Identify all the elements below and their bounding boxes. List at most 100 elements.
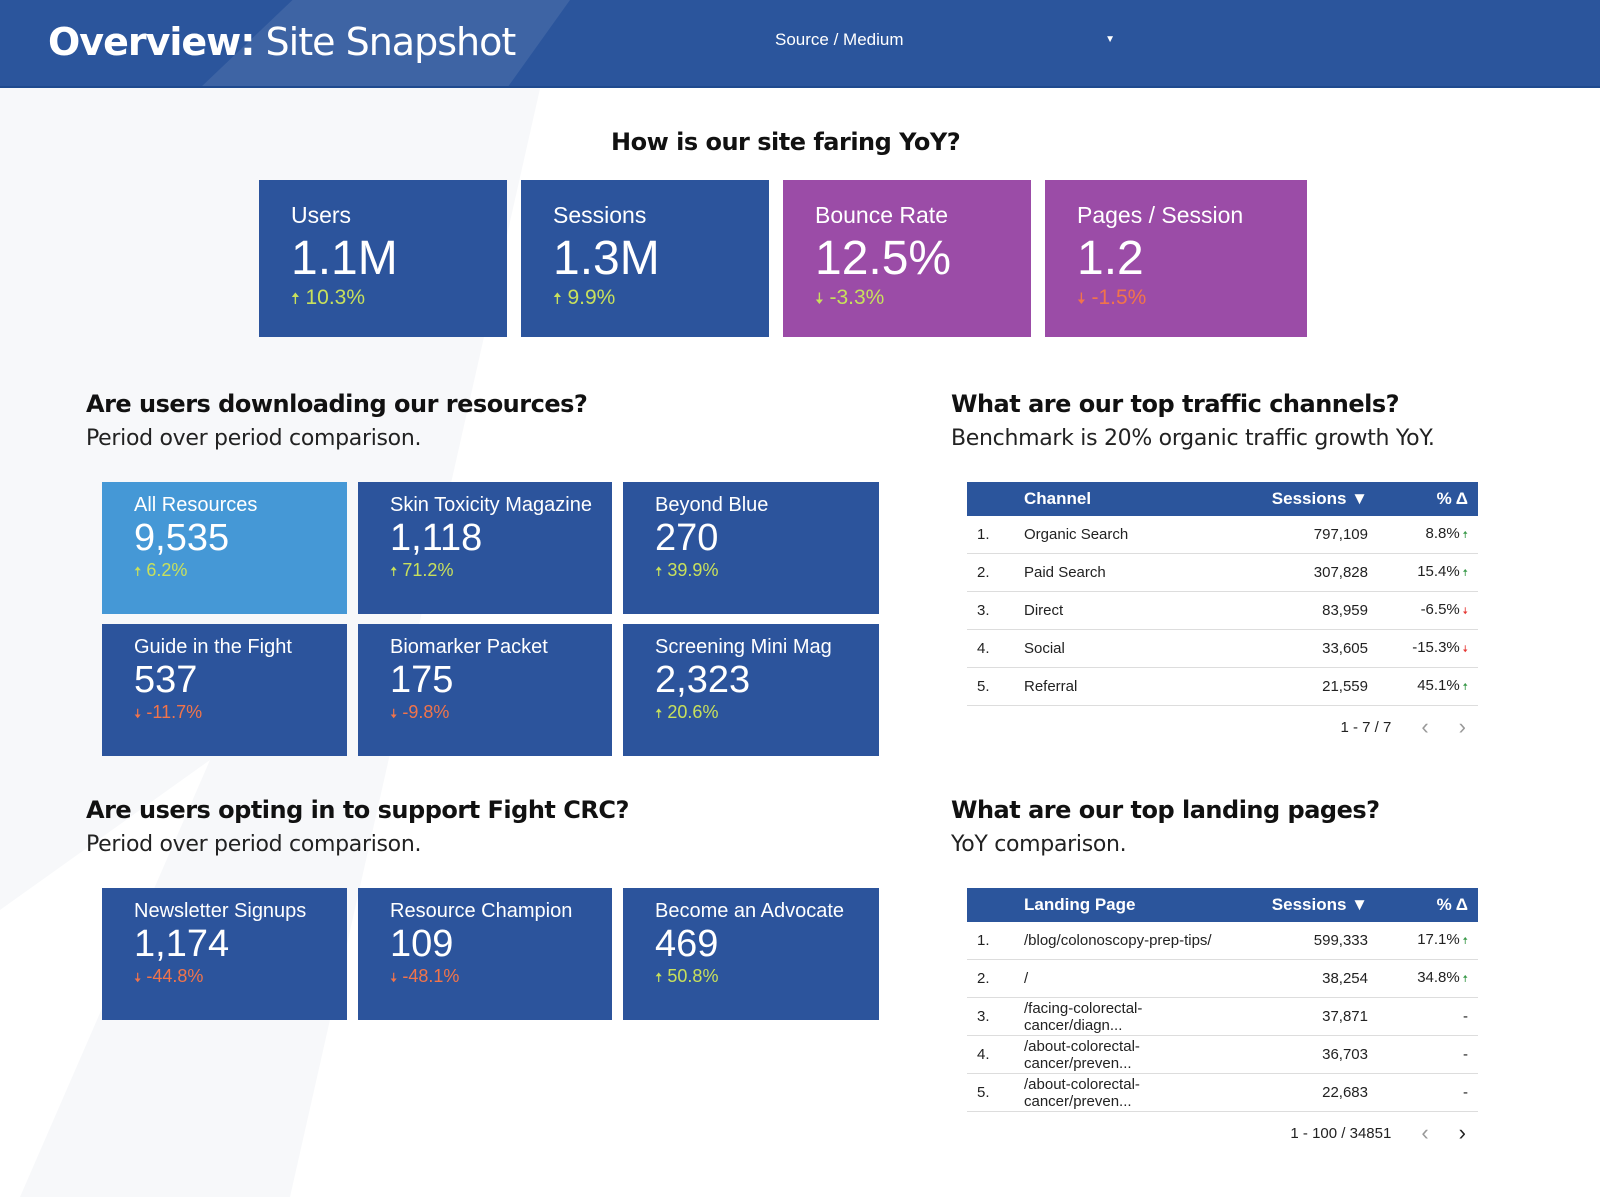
row-delta: -	[1463, 1046, 1468, 1063]
kpi-tile-sessions: Sessions 1.3M 🠅 9.9%	[521, 180, 769, 337]
row-number: 1.	[977, 526, 990, 543]
tile-value: 9,535	[134, 517, 230, 559]
row-delta: 34.8% 🠅	[1417, 968, 1468, 986]
tile-value: 469	[655, 923, 719, 965]
column-header[interactable]: % Δ	[1436, 895, 1468, 914]
tile-label: Pages / Session	[1077, 202, 1244, 228]
arrow-down-icon: 🠇	[1077, 291, 1086, 308]
row-name: Referral	[1024, 678, 1078, 695]
arrow-up-icon: 🠅	[655, 564, 663, 579]
arrow-down-icon: 🠇	[815, 291, 824, 308]
optin-tile: Resource Champion 109 🠇 -48.1%	[358, 888, 612, 1020]
tile-value: 109	[390, 923, 454, 965]
tile-change: 🠅 20.6%	[655, 702, 719, 722]
next-page-icon[interactable]: ›	[1458, 714, 1466, 739]
table-pager: 1 - 100 / 34851 ‹ ›	[967, 1112, 1478, 1154]
table-row[interactable]: 3. /facing-colorectal-cancer/diagn... 37,8…	[967, 998, 1478, 1036]
row-name: /about-colorectal-cancer/preven...	[1024, 1075, 1140, 1110]
row-name: /	[1024, 970, 1029, 987]
table-header: Landing Page Sessions ▼ % Δ	[967, 888, 1478, 922]
tile-label: Resource Champion	[390, 900, 573, 922]
tile-value: 1.1M	[291, 232, 398, 285]
row-number: 5.	[977, 1084, 990, 1101]
row-number: 5.	[977, 678, 990, 695]
channels-subheading: Benchmark is 20% organic traffic growth …	[951, 426, 1435, 451]
arrow-down-icon: 🠇	[134, 706, 142, 721]
table-row[interactable]: 3. Direct 83,959 -6.5% 🠇	[967, 592, 1478, 630]
arrow-up-icon: 🠅	[1459, 935, 1468, 947]
pager-label: 1 - 100 / 34851	[1290, 1124, 1392, 1142]
row-delta: 8.8% 🠅	[1425, 524, 1468, 542]
row-sessions: 22,683	[1322, 1084, 1368, 1101]
landing-pages-table: Landing Page Sessions ▼ % Δ 1. /blog/colonos…	[967, 888, 1478, 1154]
kpi-tile-users: Users 1.1M 🠅 10.3%	[259, 180, 507, 337]
tile-value: 1.2	[1077, 232, 1144, 285]
arrow-down-icon: 🠇	[1459, 605, 1468, 617]
arrow-up-icon: 🠅	[134, 564, 142, 579]
source-medium-filter[interactable]: Source / Medium ▼	[775, 30, 1115, 50]
row-name: Direct	[1024, 602, 1064, 619]
row-name: Paid Search	[1024, 564, 1106, 581]
table-row[interactable]: 1. /blog/colonoscopy-prep-tips/599,333 17.…	[967, 922, 1478, 960]
table-row[interactable]: 5. /about-colorectal-cancer/preven... 22,6…	[967, 1074, 1478, 1112]
resource-tile: Guide in the Fight 537 🠇 -11.7%	[102, 624, 347, 756]
resource-tile: Screening Mini Mag 2,323 🠅 20.6%	[623, 624, 879, 756]
arrow-up-icon: 🠅	[655, 970, 663, 985]
landing-subheading: YoY comparison.	[951, 832, 1127, 857]
resources-heading: Are users downloading our resources?	[86, 390, 588, 418]
table-row[interactable]: 2. Paid Search 307,828 15.4% 🠅	[967, 554, 1478, 592]
table-pager: 1 - 7 / 7 ‹ ›	[967, 706, 1478, 748]
prev-page-icon[interactable]: ‹	[1421, 1120, 1429, 1145]
row-sessions: 797,109	[1313, 526, 1368, 543]
yoy-heading: How is our site faring YoY?	[611, 128, 961, 156]
arrow-down-icon: 🠇	[390, 970, 398, 985]
tile-change: 🠅 50.8%	[655, 966, 719, 986]
arrow-up-icon: 🠅	[553, 291, 562, 308]
table-row[interactable]: 4. Social 33,605 -15.3% 🠇	[967, 630, 1478, 668]
row-sessions: 36,703	[1322, 1046, 1368, 1063]
column-header[interactable]: % Δ	[1436, 489, 1468, 508]
sessions-sort-header[interactable]: Sessions ▼	[1271, 895, 1368, 914]
resource-tile: Biomarker Packet 175 🠇 -9.8%	[358, 624, 612, 756]
table-row[interactable]: 2. / 38,254 34.8% 🠅	[967, 960, 1478, 998]
tile-change: 🠇 -9.8%	[390, 702, 450, 722]
tile-label: Biomarker Packet	[390, 636, 548, 658]
kpi-tile-pages-session: Pages / Session 1.2 🠇 -1.5%	[1045, 180, 1307, 337]
sessions-sort-header[interactable]: Sessions ▼	[1271, 489, 1368, 508]
next-page-icon[interactable]: ›	[1458, 1120, 1466, 1145]
tile-label: All Resources	[134, 494, 258, 516]
tile-change: 🠇 -11.7%	[134, 702, 203, 722]
row-sessions: 307,828	[1313, 564, 1368, 581]
row-sessions: 37,871	[1322, 1008, 1368, 1025]
tile-label: Newsletter Signups	[134, 900, 307, 922]
tile-label: Screening Mini Mag	[655, 636, 832, 658]
row-number: 2.	[977, 970, 990, 987]
tile-label: Users	[291, 202, 352, 228]
tile-value: 12.5%	[815, 232, 952, 285]
tile-value: 1.3M	[553, 232, 660, 285]
channels-heading: What are our top traffic channels?	[951, 390, 1400, 418]
row-number: 1.	[977, 932, 990, 949]
row-number: 3.	[977, 602, 990, 619]
row-name: /about-colorectal-cancer/preven...	[1024, 1037, 1140, 1072]
prev-page-icon[interactable]: ‹	[1421, 714, 1429, 739]
column-header[interactable]: Channel	[1024, 489, 1092, 508]
arrow-up-icon: 🠅	[1459, 681, 1468, 693]
tile-label: Bounce Rate	[815, 202, 948, 228]
table-row[interactable]: 1. Organic Search 797,109 8.8% 🠅	[967, 516, 1478, 554]
filter-label: Source / Medium	[775, 30, 904, 49]
table-row[interactable]: 5. Referral 21,559 45.1% 🠅	[967, 668, 1478, 706]
tile-change: 🠇 -3.3%	[815, 286, 885, 309]
table-row[interactable]: 4. /about-colorectal-cancer/preven... 36,7…	[967, 1036, 1478, 1074]
column-header[interactable]: Landing Page	[1024, 895, 1136, 914]
arrow-up-icon: 🠅	[1459, 529, 1468, 541]
tile-value: 1,174	[134, 923, 230, 965]
tile-value: 2,323	[655, 659, 751, 701]
optin-tile: Newsletter Signups 1,174 🠇 -44.8%	[102, 888, 347, 1020]
arrow-up-icon: 🠅	[291, 291, 300, 308]
row-number: 2.	[977, 564, 990, 581]
tile-value: 270	[655, 517, 719, 559]
row-delta: -	[1463, 1008, 1468, 1025]
row-sessions: 599,333	[1313, 932, 1368, 949]
row-name: Organic Search	[1024, 526, 1129, 543]
